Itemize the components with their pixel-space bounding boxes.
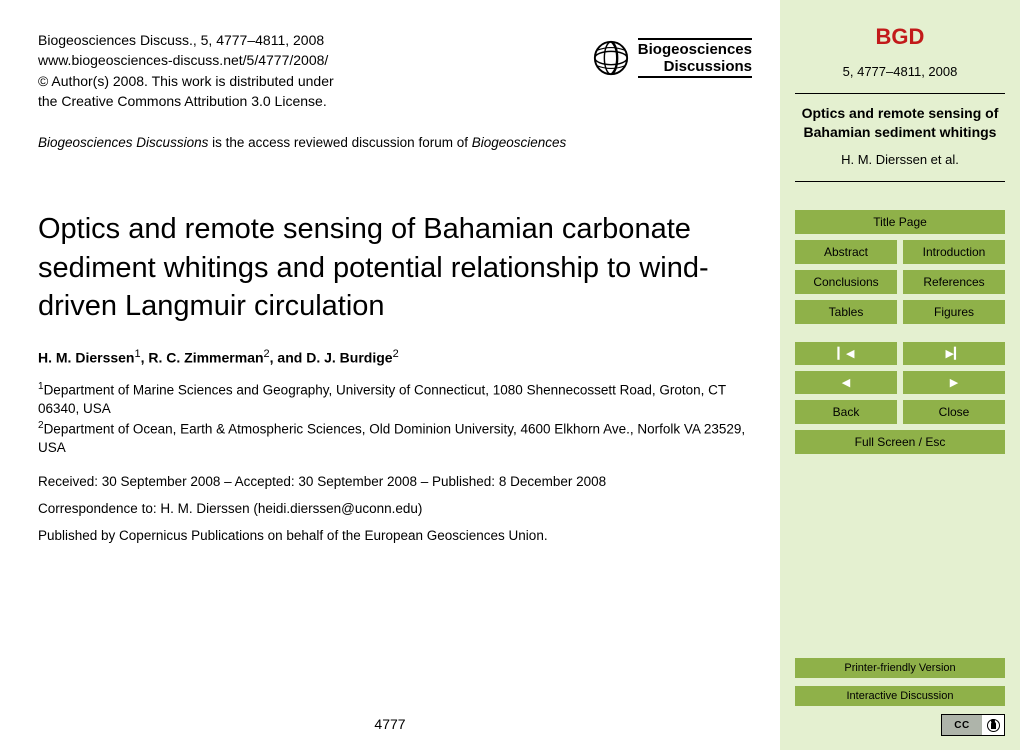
egu-logo-icon bbox=[592, 39, 630, 77]
sidebar-citation: 5, 4777–4811, 2008 bbox=[795, 64, 1005, 79]
publisher-line: Published by Copernicus Publications on … bbox=[38, 528, 752, 543]
tables-button[interactable]: Tables bbox=[795, 300, 897, 324]
fullscreen-button[interactable]: Full Screen / Esc bbox=[795, 430, 1005, 454]
author-2: , R. C. Zimmerman bbox=[141, 350, 264, 366]
header-row: Biogeosciences Discuss., 5, 4777–4811, 2… bbox=[38, 30, 752, 111]
prev-page-button[interactable]: ◀ bbox=[795, 371, 897, 394]
journal-name-line2: Discussions bbox=[638, 58, 752, 75]
next-page-button[interactable]: ▶ bbox=[903, 371, 1005, 394]
nav-block: Title Page Abstract Introduction Conclus… bbox=[795, 210, 1005, 460]
forum-note-italic1: Biogeosciences Discussions bbox=[38, 135, 208, 150]
last-page-button[interactable]: ▶▎ bbox=[903, 342, 1005, 365]
citation-url: www.biogeosciences-discuss.net/5/4777/20… bbox=[38, 50, 334, 70]
author-3: , and D. J. Burdige bbox=[270, 350, 393, 366]
article-title: Optics and remote sensing of Bahamian ca… bbox=[38, 210, 752, 326]
interactive-discussion-button[interactable]: Interactive Discussion bbox=[795, 686, 1005, 706]
sidebar-authors: H. M. Dierssen et al. bbox=[795, 152, 1005, 167]
sidebar-bottom: Printer-friendly Version Interactive Dis… bbox=[795, 658, 1005, 736]
affiliations: 1Department of Marine Sciences and Geogr… bbox=[38, 380, 752, 459]
printer-friendly-button[interactable]: Printer-friendly Version bbox=[795, 658, 1005, 678]
citation-block: Biogeosciences Discuss., 5, 4777–4811, 2… bbox=[38, 30, 334, 111]
forum-note-italic2: Biogeosciences bbox=[472, 135, 567, 150]
correspondence-line: Correspondence to: H. M. Dierssen (heidi… bbox=[38, 501, 752, 516]
author-3-affil: 2 bbox=[393, 348, 399, 360]
affil-2-text: Department of Ocean, Earth & Atmospheric… bbox=[38, 421, 745, 455]
figures-button[interactable]: Figures bbox=[903, 300, 1005, 324]
citation-copyright: © Author(s) 2008. This work is distribut… bbox=[38, 71, 334, 91]
journal-logo-text: Biogeosciences Discussions bbox=[638, 38, 752, 78]
abstract-button[interactable]: Abstract bbox=[795, 240, 897, 264]
cc-by-icon bbox=[982, 715, 1004, 735]
back-button[interactable]: Back bbox=[795, 400, 897, 424]
title-page-button[interactable]: Title Page bbox=[795, 210, 1005, 234]
cc-label: CC bbox=[942, 715, 982, 735]
journal-logo: Biogeosciences Discussions bbox=[592, 30, 752, 78]
authors-line: H. M. Dierssen1, R. C. Zimmerman2, and D… bbox=[38, 348, 752, 366]
affiliation-1: 1Department of Marine Sciences and Geogr… bbox=[38, 380, 752, 419]
forum-note: Biogeosciences Discussions is the access… bbox=[38, 135, 752, 150]
sidebar-journal-abbrev: BGD bbox=[795, 24, 1005, 50]
sidebar-divider-2 bbox=[795, 181, 1005, 182]
cc-license-badge[interactable]: CC bbox=[795, 714, 1005, 736]
introduction-button[interactable]: Introduction bbox=[903, 240, 1005, 264]
citation-license: the Creative Commons Attribution 3.0 Lic… bbox=[38, 91, 334, 111]
main-content: Biogeosciences Discuss., 5, 4777–4811, 2… bbox=[0, 0, 780, 750]
sidebar: BGD 5, 4777–4811, 2008 Optics and remote… bbox=[780, 0, 1020, 750]
citation-line: Biogeosciences Discuss., 5, 4777–4811, 2… bbox=[38, 30, 334, 50]
conclusions-button[interactable]: Conclusions bbox=[795, 270, 897, 294]
author-1: H. M. Dierssen bbox=[38, 350, 134, 366]
references-button[interactable]: References bbox=[903, 270, 1005, 294]
forum-note-plain: is the access reviewed discussion forum … bbox=[208, 135, 471, 150]
first-page-button[interactable]: ▎◀ bbox=[795, 342, 897, 365]
dates-line: Received: 30 September 2008 – Accepted: … bbox=[38, 474, 752, 489]
journal-name-line1: Biogeosciences bbox=[638, 41, 752, 58]
affiliation-2: 2Department of Ocean, Earth & Atmospheri… bbox=[38, 419, 752, 458]
close-button[interactable]: Close bbox=[903, 400, 1005, 424]
page-number: 4777 bbox=[374, 716, 405, 732]
sidebar-article-title: Optics and remote sensing of Bahamian se… bbox=[795, 104, 1005, 142]
sidebar-divider bbox=[795, 93, 1005, 94]
affil-1-text: Department of Marine Sciences and Geogra… bbox=[38, 382, 726, 416]
